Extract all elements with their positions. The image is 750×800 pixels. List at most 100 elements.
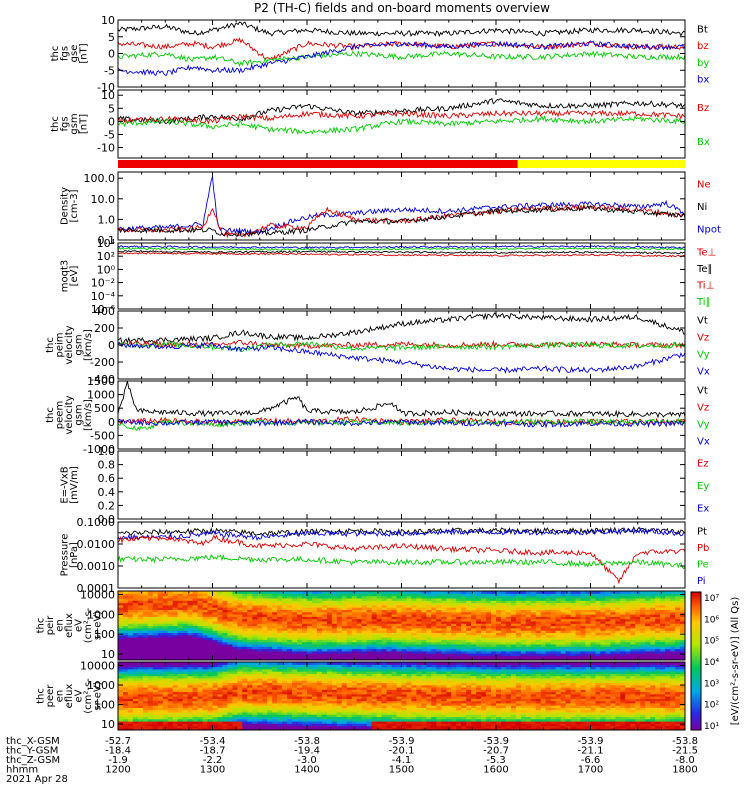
spectrogram-cell	[341, 595, 348, 599]
spectrogram-cell	[426, 611, 432, 615]
spectrogram-cell	[302, 614, 308, 617]
spectrogram-cell	[177, 648, 184, 652]
spectrogram-cell	[396, 630, 403, 633]
spectrogram-cell	[376, 634, 383, 638]
spectrogram-cell	[421, 607, 427, 610]
spectrogram-cell	[222, 639, 228, 643]
spectrogram-cell	[466, 634, 472, 638]
spectrogram-cell	[212, 707, 219, 711]
spectrogram-cell	[162, 641, 169, 645]
spectrogram-cell	[217, 689, 224, 693]
spectrogram-cell	[446, 593, 452, 597]
spectrogram-cell	[272, 655, 278, 659]
spectrogram-cell	[182, 723, 189, 727]
spectrogram-cell	[595, 630, 602, 633]
spectrogram-cell	[123, 618, 129, 622]
spectrogram-cell	[326, 655, 333, 659]
spectrogram-cell	[197, 705, 204, 708]
ytick-label: 200	[94, 322, 115, 335]
spectrogram-cell	[406, 625, 413, 629]
spectrogram-cell	[675, 607, 681, 610]
spectrogram-cell	[142, 602, 149, 606]
spectrogram-cell	[118, 620, 124, 624]
spectrogram-cell	[535, 634, 542, 638]
spectrogram-cell	[202, 643, 209, 647]
spectrogram-cell	[162, 711, 169, 715]
spectrogram-cell	[142, 698, 149, 702]
spectrogram-cell	[187, 646, 194, 650]
spectrogram-cell	[307, 625, 313, 629]
spectrogram-cell	[650, 611, 656, 615]
spectrogram-cell	[172, 686, 179, 690]
spectrogram-cell	[550, 591, 557, 594]
spectrogram-cell	[157, 639, 164, 643]
spectrogram-cell	[242, 634, 248, 638]
spectrogram-cell	[232, 602, 238, 606]
spectrogram-cell	[257, 677, 263, 681]
spectrogram-cell	[316, 627, 323, 631]
spectrogram-cell	[157, 696, 164, 699]
spectrogram-cell	[237, 643, 243, 647]
spectrogram-cell	[520, 627, 527, 631]
spectrogram-cell	[351, 593, 358, 597]
spectrogram-cell	[436, 609, 442, 613]
spectrogram-cell	[436, 591, 442, 594]
spectrogram-cell	[491, 609, 497, 613]
spectrogram-cell	[670, 600, 676, 604]
spectrogram-cell	[123, 666, 129, 670]
spectrogram-cell	[525, 591, 532, 594]
spectrogram-cell	[242, 620, 248, 624]
spectrogram-cell	[421, 643, 427, 647]
spectrogram-cell	[496, 600, 502, 604]
spectrogram-cell	[316, 607, 323, 610]
spectrogram-cell	[152, 682, 159, 686]
spectrogram-cell	[132, 689, 139, 693]
spectrogram-cell	[307, 609, 313, 613]
spectrogram-cell	[316, 595, 323, 599]
spectrogram-cell	[605, 618, 611, 622]
spectrogram-cell	[242, 698, 248, 702]
spectrogram-cell	[277, 657, 283, 660]
spectrogram-cell	[545, 650, 552, 654]
spectrogram-cell	[212, 716, 219, 720]
spectrogram-cell	[272, 653, 278, 656]
spectrogram-cell	[123, 693, 129, 697]
spectrogram-cell	[242, 696, 248, 699]
spectrogram-cell	[297, 618, 303, 622]
spectrogram-cell	[665, 634, 671, 638]
spectrogram-cell	[406, 600, 413, 604]
spectrogram-cell	[292, 602, 298, 606]
spectrogram-cell	[182, 693, 189, 697]
series-line-Ti⊥	[118, 247, 685, 251]
spectrogram-cell	[127, 595, 134, 599]
spectrogram-cell	[207, 696, 214, 699]
spectrogram-cell	[197, 666, 204, 670]
spectrogram-cell	[431, 597, 437, 601]
spectrogram-cell	[356, 607, 363, 610]
spectrogram-cell	[142, 593, 149, 597]
spectrogram-cell	[650, 643, 656, 647]
spectrogram-cell	[451, 609, 457, 613]
spectrogram-cell	[451, 620, 457, 624]
ytick-label: 10⁻⁶	[91, 303, 116, 316]
spectrogram-cell	[565, 600, 572, 604]
spectrogram-cell	[152, 689, 159, 693]
spectrogram-cell	[267, 657, 273, 660]
spectrogram-cell	[217, 720, 224, 724]
spectrogram-cell	[182, 671, 189, 674]
spectrogram-cell	[118, 597, 124, 601]
spectrogram-cell	[157, 671, 164, 674]
spectrogram-cell	[585, 609, 592, 613]
spectrogram-cell	[272, 604, 278, 608]
spectrogram-cell	[222, 711, 228, 715]
spectrogram-cell	[297, 637, 303, 640]
spectrogram-cell	[162, 689, 169, 693]
spectrogram-cell	[550, 597, 557, 601]
spectrogram-cell	[123, 593, 129, 597]
spectrogram-cell	[615, 611, 621, 615]
spectrogram-cell	[640, 614, 646, 617]
spectrogram-cell	[605, 597, 611, 601]
spectrogram-cell	[167, 664, 174, 668]
spectrogram-cell	[287, 637, 293, 640]
spectrogram-cell	[466, 616, 472, 620]
